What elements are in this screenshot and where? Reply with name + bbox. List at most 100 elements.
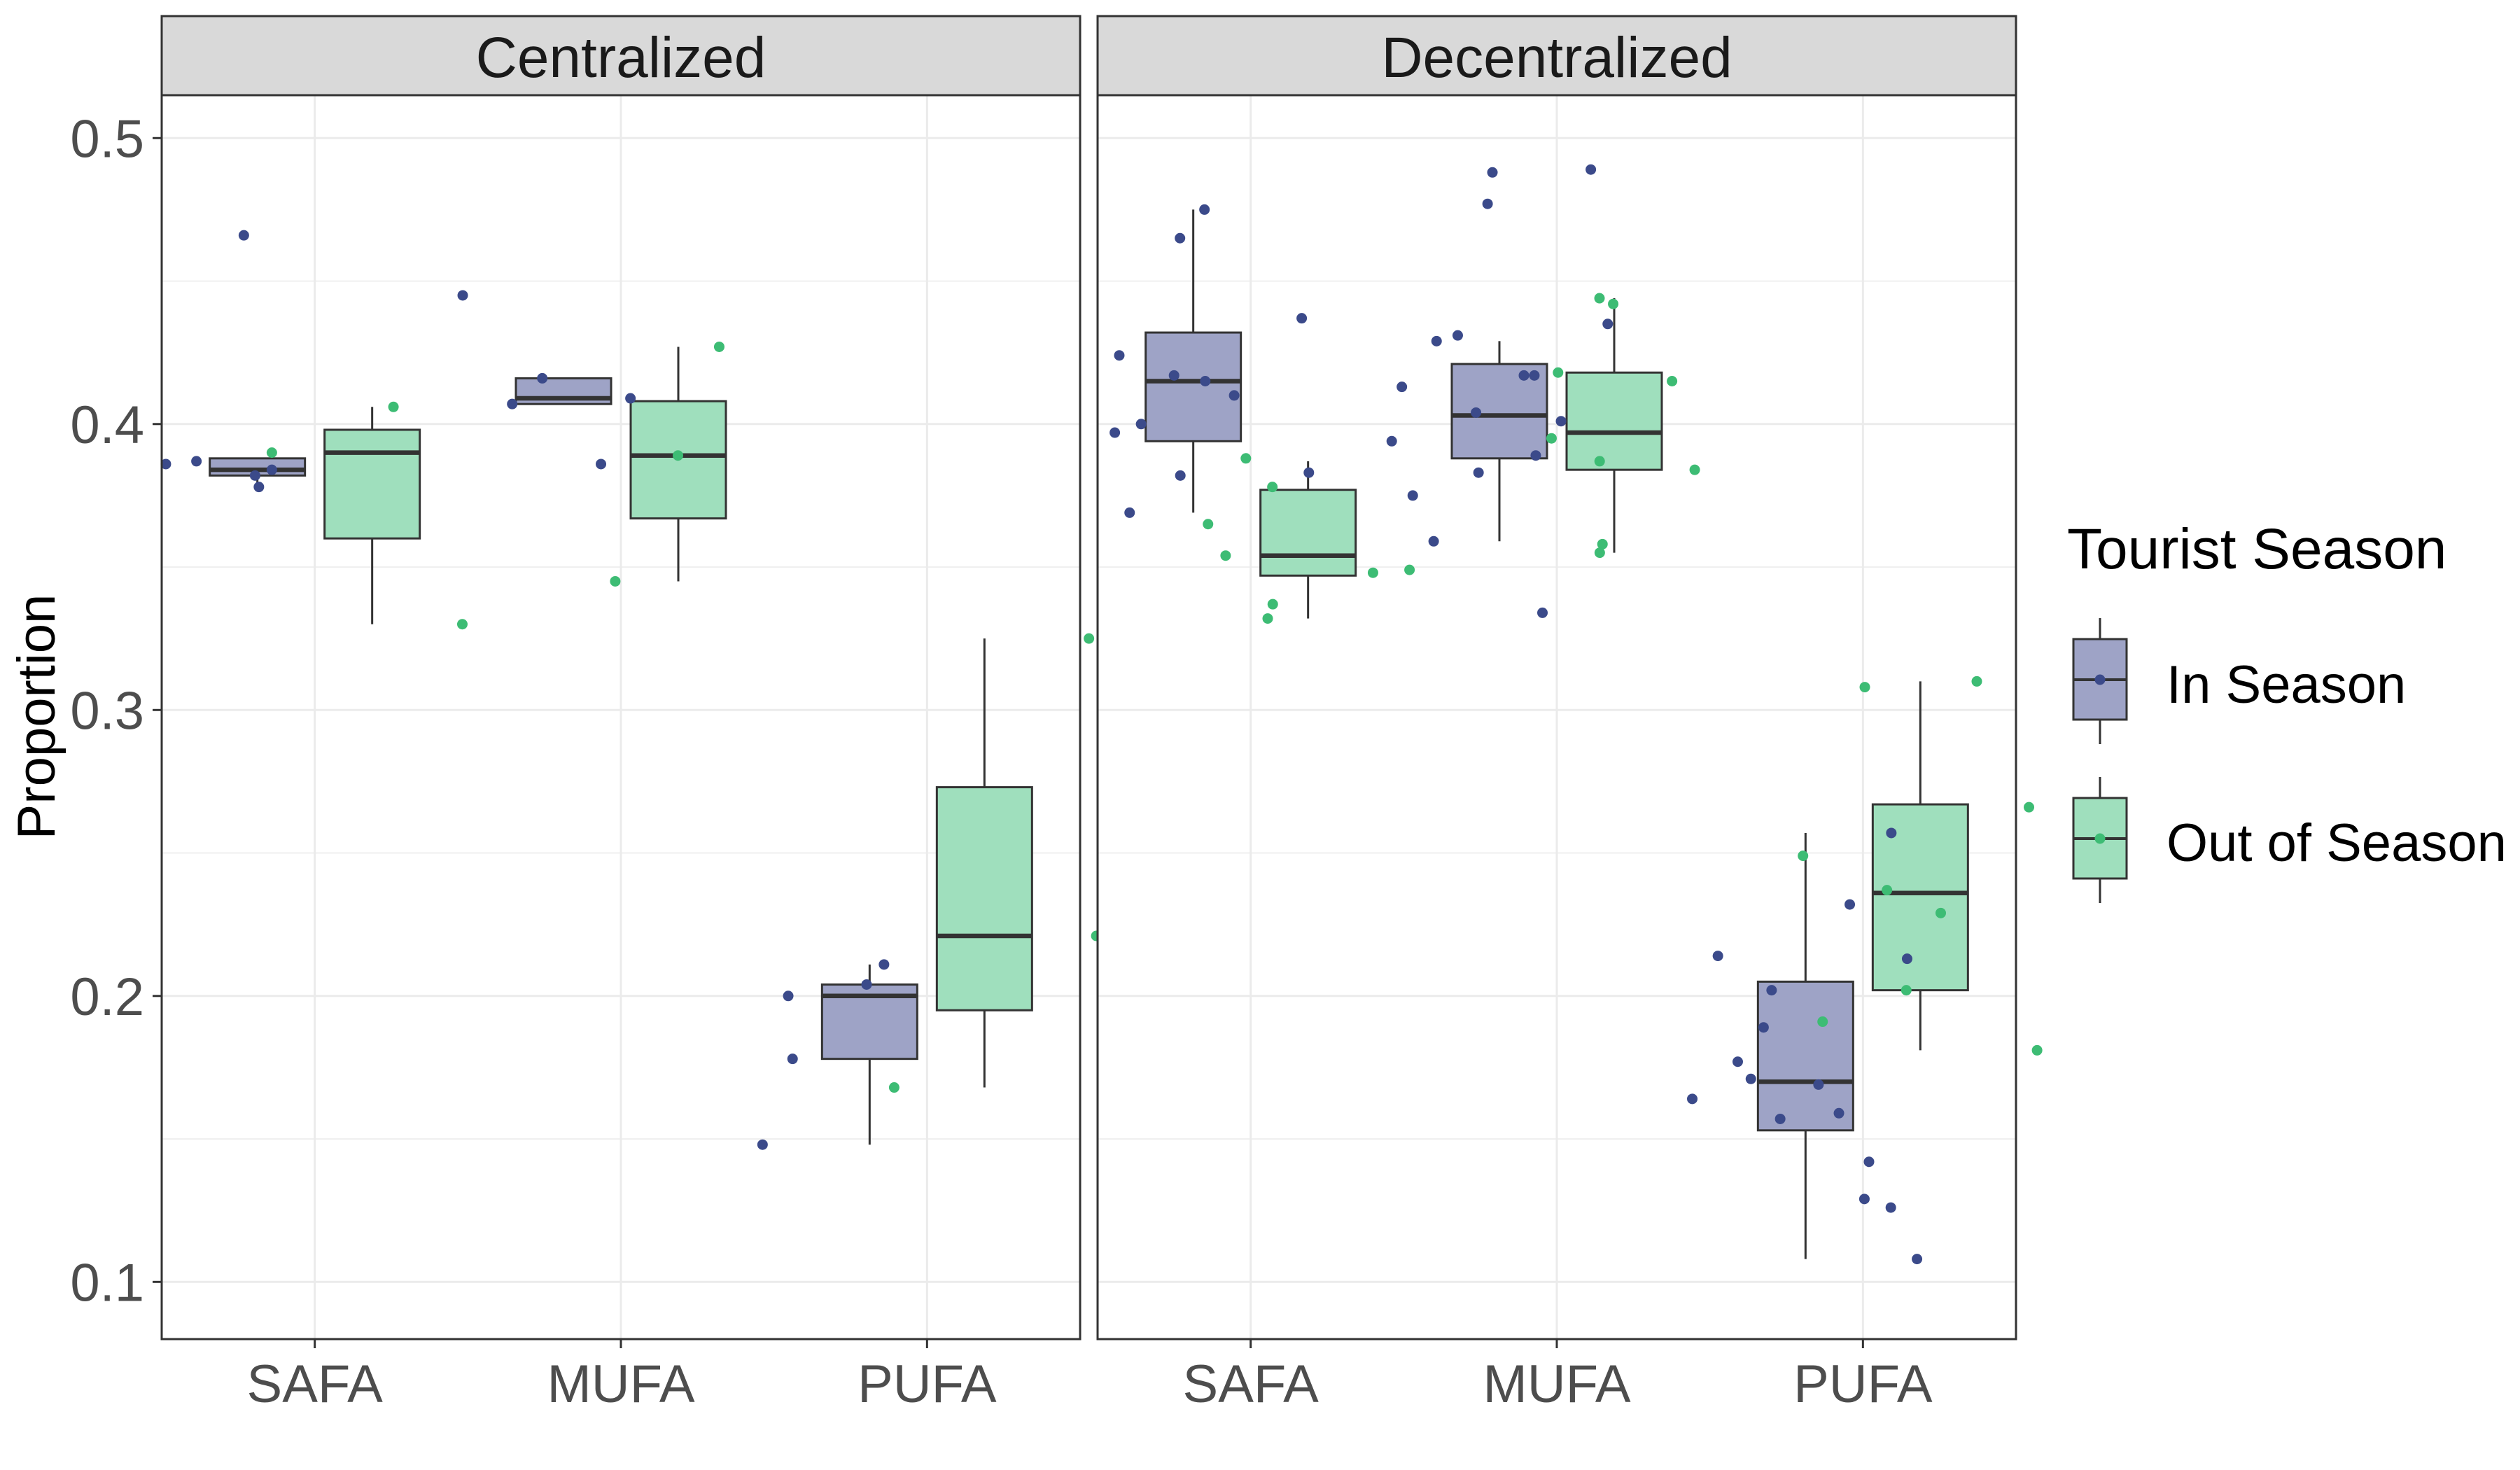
data-point-in-season [1745, 1073, 1756, 1084]
data-point-out-of-season [1553, 367, 1564, 378]
data-point-in-season [1518, 370, 1530, 381]
marks-centralized [160, 230, 1102, 1150]
data-point-in-season [1844, 899, 1856, 910]
data-point-in-season [1473, 467, 1484, 478]
data-point-in-season [1124, 507, 1135, 518]
data-point-in-season [1863, 1156, 1875, 1168]
data-point-in-season [1766, 985, 1777, 996]
data-point-in-season [1200, 376, 1211, 387]
data-point-in-season [1712, 951, 1723, 962]
data-point-in-season [1774, 1113, 1786, 1124]
data-point-in-season [1586, 164, 1597, 175]
data-point-in-season [1758, 1022, 1769, 1033]
box-out-of-season [1259, 489, 1357, 577]
data-point-out-of-season [1267, 482, 1278, 493]
box-out-of-season [323, 428, 421, 540]
data-point-out-of-season [1882, 885, 1893, 896]
data-point-in-season [1135, 419, 1147, 430]
data-point-in-season [1428, 536, 1439, 547]
facet-title-decentralized: Decentralized [1381, 26, 1732, 90]
data-point-out-of-season [610, 575, 621, 587]
data-point-in-season [1858, 1194, 1870, 1205]
legend-keys [2072, 618, 2128, 903]
data-point-in-season [1813, 1079, 1824, 1090]
data-point-in-season [1482, 198, 1493, 209]
data-point-out-of-season [1594, 456, 1605, 467]
data-point-in-season [1303, 467, 1315, 478]
x-axis-decentralized: SAFA MUFA PUFA [1183, 1339, 1933, 1414]
data-point-in-season [1228, 390, 1240, 401]
box-in-season [1450, 363, 1548, 460]
data-point-in-season [1529, 370, 1540, 381]
legend-point-in-season [2094, 674, 2106, 685]
data-point-out-of-season [1597, 538, 1608, 550]
x-tick-label-pufa: PUFA [1793, 1354, 1933, 1414]
data-point-in-season [1530, 450, 1541, 461]
data-point-out-of-season [1367, 567, 1378, 578]
data-point-in-season [1885, 1202, 1896, 1213]
data-point-out-of-season [1935, 907, 1946, 918]
data-point-out-of-season [1267, 598, 1278, 610]
data-point-in-season [1833, 1107, 1844, 1119]
data-point-out-of-season [1240, 453, 1252, 464]
data-point-out-of-season [266, 447, 277, 458]
x-tick-label-safa: SAFA [247, 1354, 384, 1414]
data-point-in-season [1296, 313, 1308, 324]
data-point-in-season [160, 458, 172, 470]
box-in-season [1756, 980, 1854, 1132]
data-point-in-season [191, 456, 202, 467]
legend: Tourist Season In Season Out of Season [2067, 517, 2507, 903]
data-point-in-season [625, 393, 636, 404]
box-out-of-season [935, 786, 1033, 1011]
data-point-in-season [1452, 330, 1463, 341]
marks-decentralized [1110, 164, 2043, 1265]
box-out-of-season [1565, 371, 1663, 471]
y-tick-label: 0.1 [70, 1253, 144, 1312]
gridlines-centralized [162, 95, 1080, 1339]
data-point-in-season [1602, 318, 1614, 330]
data-point-in-season [1175, 470, 1186, 481]
data-point-out-of-season [1203, 519, 1214, 530]
data-point-in-season [878, 959, 890, 970]
data-point-in-season [1471, 407, 1482, 418]
data-point-in-season [253, 482, 265, 493]
data-point-in-season [457, 290, 468, 301]
data-point-out-of-season [1594, 547, 1605, 559]
data-point-in-season [1912, 1254, 1923, 1265]
data-point-out-of-season [713, 341, 724, 352]
facet-title-centralized: Centralized [476, 26, 766, 90]
data-point-out-of-season [2024, 802, 2035, 813]
y-axis-title: Proportion [7, 594, 66, 840]
y-tick-label: 0.4 [70, 396, 144, 455]
data-point-out-of-season [1817, 1016, 1828, 1028]
legend-title: Tourist Season [2067, 517, 2446, 581]
data-point-out-of-season [1798, 850, 1809, 862]
data-point-in-season [249, 470, 260, 481]
data-point-in-season [1110, 427, 1121, 438]
data-point-in-season [1687, 1093, 1698, 1105]
data-point-out-of-season [1971, 676, 1982, 687]
x-tick-label-mufa: MUFA [547, 1354, 694, 1414]
data-point-in-season [861, 979, 872, 990]
data-point-out-of-season [673, 450, 684, 461]
data-point-out-of-season [1608, 298, 1619, 309]
data-point-out-of-season [1262, 613, 1273, 624]
box-in-season [1144, 331, 1242, 442]
y-tick-label: 0.5 [70, 109, 144, 169]
x-tick-label-mufa: MUFA [1483, 1354, 1630, 1414]
data-point-out-of-season [1084, 633, 1095, 644]
data-point-in-season [537, 372, 548, 384]
facet-decentralized: Decentralized SAFA MUFA PUFA [1096, 15, 2043, 1414]
data-point-out-of-season [1220, 550, 1231, 561]
data-point-in-season [1114, 350, 1125, 361]
data-point-out-of-season [2031, 1044, 2043, 1056]
data-point-in-season [1886, 827, 1897, 839]
data-point-in-season [757, 1139, 768, 1150]
facet-strip-centralized [160, 15, 1082, 97]
data-point-in-season [1732, 1056, 1743, 1068]
x-tick-label-pufa: PUFA [858, 1354, 997, 1414]
y-axis: 0.1 0.2 0.3 0.4 0.5 [70, 109, 162, 1312]
data-point-out-of-season [1546, 433, 1557, 444]
data-point-in-season [787, 1054, 798, 1065]
